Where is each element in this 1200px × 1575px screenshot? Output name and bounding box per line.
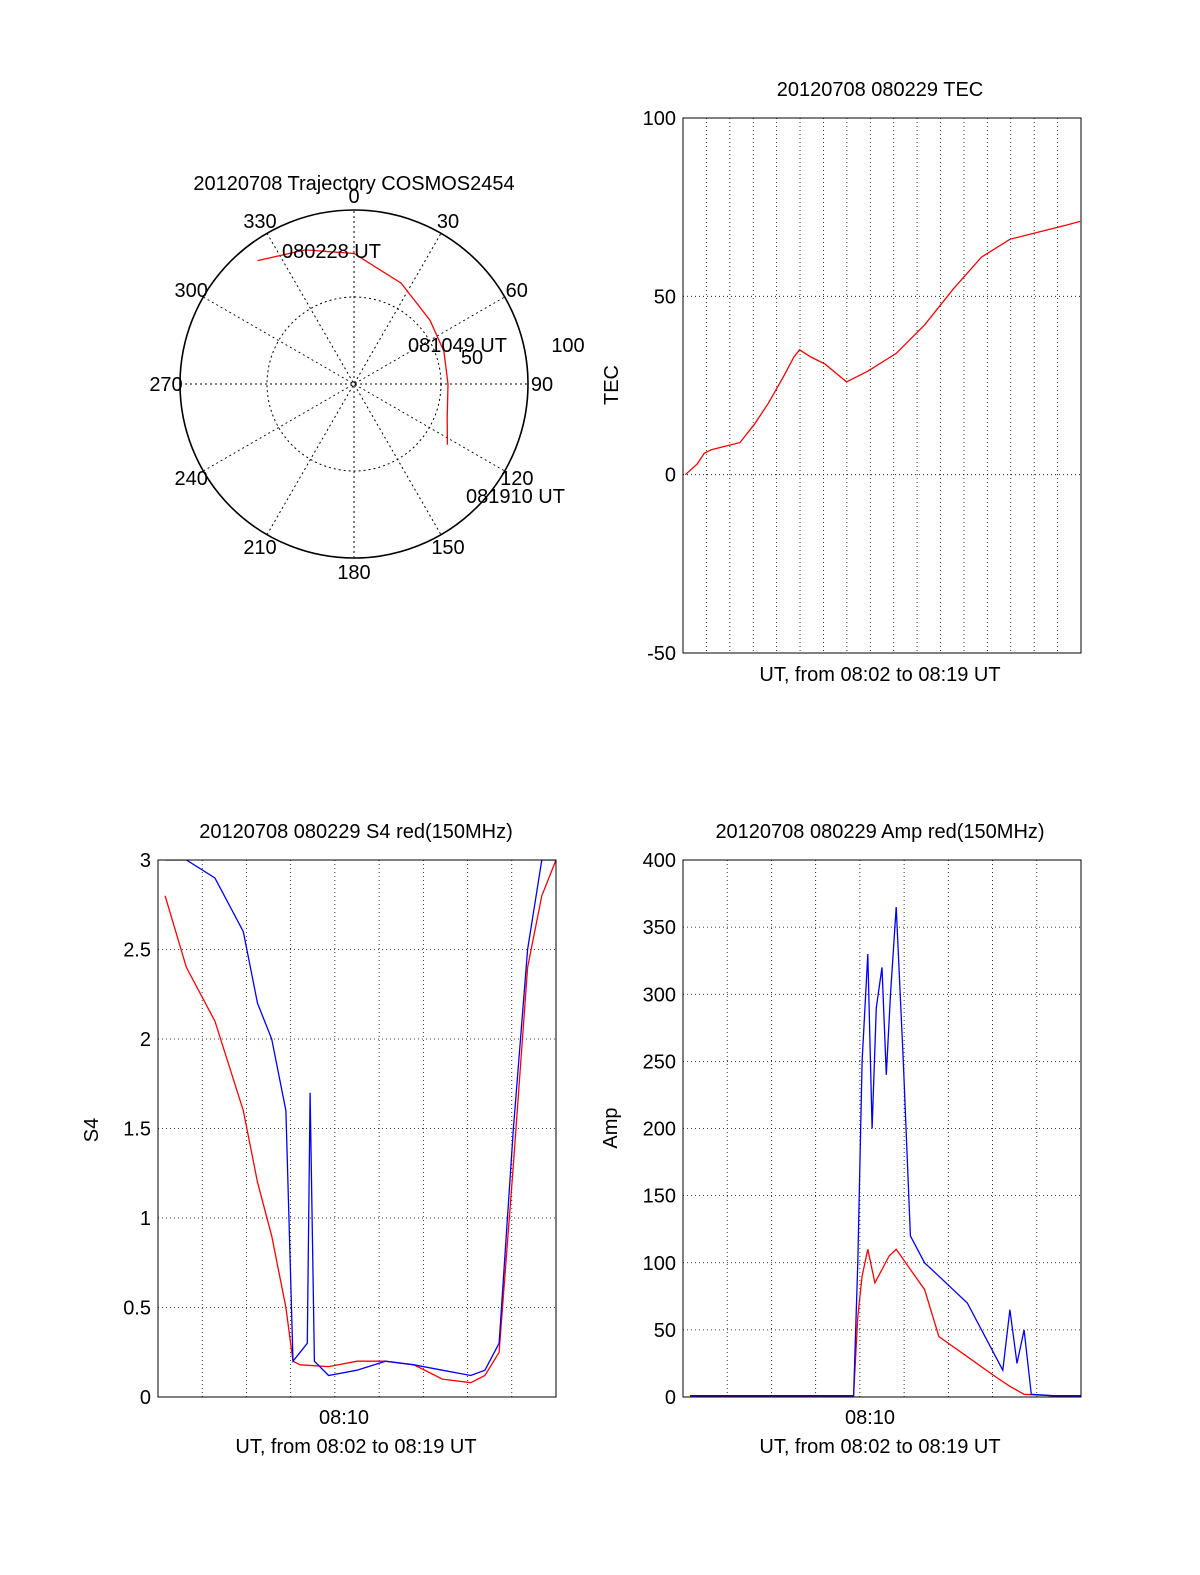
amp-series-blue xyxy=(690,906,1081,1397)
s4-y-tick-label: 0 xyxy=(140,1387,151,1409)
tec-y-label: TEC xyxy=(601,365,623,405)
polar-inner-ring xyxy=(266,296,442,472)
s4-grid xyxy=(158,860,556,1397)
s4-y-label: S4 xyxy=(81,1118,103,1142)
tec-y-ticks: -50 0 50 100 xyxy=(643,108,676,665)
polar-spoke-120 xyxy=(203,296,505,472)
amp-y-ticks: 0 50 100 150 200 250 300 350 400 xyxy=(643,850,676,1409)
s4-series-blue xyxy=(165,860,556,1377)
polar-angle-label-300: 300 xyxy=(175,280,208,302)
polar-title: 20120708 Trajectory COSMOS2454 xyxy=(193,173,514,195)
amp-y-tick-label: 400 xyxy=(643,850,676,872)
s4-y-tick-label: 1.5 xyxy=(123,1119,151,1141)
polar-angle-label-60: 60 xyxy=(506,280,528,302)
amp-series-red xyxy=(690,1248,1081,1397)
polar-radius-label-100: 100 xyxy=(551,335,584,357)
amp-x-tick-0810: 08:10 xyxy=(845,1407,895,1429)
amp-grid xyxy=(683,860,1081,1397)
s4-title: 20120708 080229 S4 red(150MHz) xyxy=(199,821,513,843)
tec-y-tick-label: 50 xyxy=(654,286,676,308)
s4-series-red xyxy=(164,860,556,1384)
tec-plot-frame xyxy=(682,117,1082,654)
s4-y-tick-label: 0.5 xyxy=(123,1298,151,1320)
polar-angle-label-90: 90 xyxy=(531,374,553,396)
amp-y-label: Amp xyxy=(600,1107,622,1148)
s4-plot-frame xyxy=(157,859,557,1398)
polar-angle-label-240: 240 xyxy=(175,468,208,490)
polar-spoke-150 xyxy=(266,233,442,535)
tec-grid xyxy=(683,118,1081,653)
polar-angle-label-30: 30 xyxy=(437,211,459,233)
polar-panel: 20120708 Trajectory COSMOS2454 0 30 60 90 12… xyxy=(149,173,584,584)
polar-angle-label-0: 0 xyxy=(348,186,359,208)
s4-y-tick-label: 2 xyxy=(140,1029,151,1051)
polar-annotation-middle: 081049 UT xyxy=(408,335,507,357)
amp-y-tick-label: 350 xyxy=(643,917,676,939)
amp-y-tick-label: 300 xyxy=(643,984,676,1006)
s4-y-ticks: 0 0.5 1 1.5 2 2.5 3 xyxy=(123,850,151,1409)
polar-angle-label-120: 120 xyxy=(500,468,533,490)
polar-annotation-start: 080228 UT xyxy=(282,241,381,263)
tec-y-tick-label: 100 xyxy=(643,108,676,130)
polar-angle-labels: 0 30 60 90 120 150 180 210 240 270 300 330 xyxy=(149,186,553,584)
tec-y-tick-label: 0 xyxy=(665,465,676,487)
amp-plot-frame xyxy=(682,859,1082,1398)
amp-y-tick-label: 150 xyxy=(643,1186,676,1208)
tec-x-label: UT, from 08:02 to 08:19 UT xyxy=(759,664,1000,686)
polar-spoke-60 xyxy=(203,296,505,472)
polar-radius-label-50: 50 xyxy=(461,347,483,369)
amp-y-tick-label: 50 xyxy=(654,1320,676,1342)
polar-spokes xyxy=(180,210,528,558)
amp-y-tick-label: 0 xyxy=(665,1387,676,1409)
amp-title: 20120708 080229 Amp red(150MHz) xyxy=(715,821,1044,843)
s4-panel: 20120708 080229 S4 red(150MHz) 0 0.5 1 1.5 2… xyxy=(81,821,557,1458)
s4-x-label: UT, from 08:02 to 08:19 UT xyxy=(235,1436,476,1458)
amp-x-label: UT, from 08:02 to 08:19 UT xyxy=(759,1436,1000,1458)
polar-angle-label-150: 150 xyxy=(431,537,464,559)
amp-panel: 20120708 080229 Amp red(150MHz) 0 50 100 15… xyxy=(600,821,1082,1458)
polar-angle-label-270: 270 xyxy=(149,374,182,396)
polar-trajectory-line xyxy=(257,249,449,445)
polar-angle-label-330: 330 xyxy=(243,211,276,233)
amp-y-tick-label: 250 xyxy=(643,1051,676,1073)
s4-x-tick-0810: 08:10 xyxy=(319,1407,369,1429)
s4-y-tick-label: 3 xyxy=(140,850,151,872)
polar-annotation-end: 081910 UT xyxy=(466,486,565,508)
polar-angle-label-210: 210 xyxy=(243,537,276,559)
tec-series-red xyxy=(684,220,1081,476)
amp-y-tick-label: 200 xyxy=(643,1119,676,1141)
s4-y-tick-label: 2.5 xyxy=(123,940,151,962)
amp-y-tick-label: 100 xyxy=(643,1253,676,1275)
tec-y-tick-label: -50 xyxy=(647,643,676,665)
polar-angle-label-180: 180 xyxy=(337,562,370,584)
tec-title: 20120708 080229 TEC xyxy=(777,79,983,101)
tec-panel: 20120708 080229 TEC -50 0 50 100 UT, from 0… xyxy=(601,79,1082,686)
polar-spoke-30 xyxy=(266,233,442,535)
s4-y-tick-label: 1 xyxy=(140,1208,151,1230)
